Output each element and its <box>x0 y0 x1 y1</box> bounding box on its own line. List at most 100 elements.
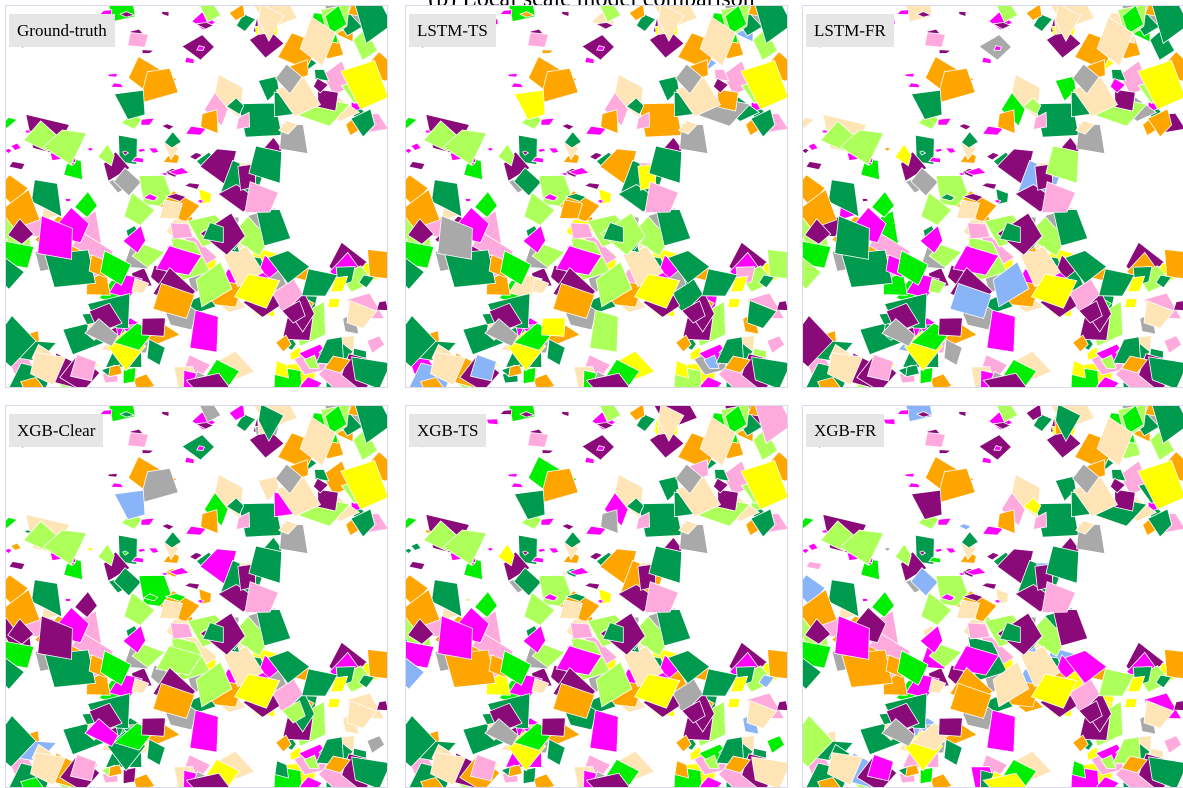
field-parcel <box>367 736 385 754</box>
field-parcel <box>65 598 71 601</box>
field-parcel <box>547 739 565 765</box>
panel-label: XGB-Clear <box>9 414 103 447</box>
field-parcel <box>111 83 123 88</box>
field-parcel <box>806 562 822 570</box>
field-parcel <box>777 701 788 711</box>
field-parcel <box>533 774 555 788</box>
field-parcel <box>511 483 523 488</box>
field-parcel <box>1164 736 1182 754</box>
field-parcel <box>142 718 166 736</box>
field-parcel <box>108 473 118 477</box>
field-parcel <box>982 183 997 190</box>
field-parcel <box>939 718 963 736</box>
field-parcel <box>9 162 25 170</box>
field-parcel <box>562 11 569 16</box>
field-parcel <box>528 33 549 48</box>
field-parcel <box>406 548 412 553</box>
field-parcel <box>939 50 951 54</box>
field-parcel <box>148 548 159 554</box>
field-parcel <box>147 339 165 365</box>
field-parcel <box>488 548 494 552</box>
field-parcel <box>938 518 952 525</box>
field-parcel <box>895 144 911 166</box>
field-parcel <box>1165 650 1183 681</box>
map-panel: LSTM-TS <box>405 5 788 388</box>
field-parcel <box>114 490 145 519</box>
field-parcel <box>562 524 575 530</box>
field-parcel <box>368 650 389 681</box>
field-parcel <box>803 548 809 553</box>
field-parcel <box>133 774 155 788</box>
field-parcel <box>1072 761 1086 778</box>
field-parcel <box>767 736 785 754</box>
field-parcel <box>6 148 12 153</box>
panel-label: XGB-TS <box>409 414 486 447</box>
field-parcel <box>728 699 741 708</box>
field-parcel <box>9 562 25 570</box>
classification-map <box>406 6 788 388</box>
panel-label: LSTM-FR <box>806 14 894 47</box>
field-parcel <box>406 118 417 129</box>
field-parcel <box>411 143 421 150</box>
field-parcel <box>137 548 146 552</box>
field-parcel <box>533 374 555 388</box>
field-parcel <box>185 57 194 64</box>
field-parcel <box>541 518 555 525</box>
field-parcel <box>803 148 809 153</box>
field-parcel <box>141 518 155 525</box>
field-parcel <box>514 490 545 519</box>
field-parcel <box>377 301 388 311</box>
field-parcel <box>934 148 943 152</box>
field-parcel <box>498 144 514 166</box>
field-parcel <box>11 543 21 550</box>
field-parcel <box>108 73 118 77</box>
field-parcel <box>377 701 388 711</box>
field-parcel <box>406 518 417 529</box>
classification-map <box>6 406 388 788</box>
field-parcel <box>562 411 569 416</box>
field-parcel <box>906 365 920 377</box>
field-parcel <box>142 450 154 454</box>
field-parcel <box>508 73 518 77</box>
field-parcel <box>1174 701 1183 711</box>
field-parcel <box>547 339 565 365</box>
field-parcel <box>908 83 920 88</box>
field-parcel <box>148 148 159 154</box>
field-parcel <box>562 124 575 130</box>
field-parcel <box>1165 250 1183 281</box>
field-parcel <box>114 90 145 119</box>
map-panel: XGB-FR <box>802 405 1183 788</box>
field-parcel <box>500 410 512 415</box>
field-parcel <box>537 548 546 552</box>
panel-label: Ground-truth <box>9 14 115 47</box>
field-parcel <box>945 148 956 154</box>
page: {"title": "(b) Local scale model compari… <box>0 0 1183 784</box>
field-parcel <box>906 765 920 777</box>
field-parcel <box>542 450 554 454</box>
field-parcel <box>6 518 17 529</box>
field-parcel <box>959 524 972 530</box>
field-parcel <box>934 548 943 552</box>
field-parcel <box>885 148 891 152</box>
field-parcel <box>498 544 514 566</box>
field-parcel <box>806 162 822 170</box>
field-parcel <box>406 148 412 153</box>
field-parcel <box>908 483 920 488</box>
field-parcel <box>542 318 566 336</box>
field-parcel <box>585 583 600 590</box>
field-parcel <box>585 457 594 464</box>
field-parcel <box>409 162 425 170</box>
field-parcel <box>162 124 175 130</box>
field-parcel <box>982 583 997 590</box>
field-parcel <box>275 361 289 378</box>
field-parcel <box>486 419 498 425</box>
field-parcel <box>162 411 169 416</box>
field-parcel <box>905 473 915 477</box>
classification-map <box>6 6 388 388</box>
field-parcel <box>88 548 94 552</box>
field-parcel <box>1164 336 1182 354</box>
field-parcel <box>803 118 814 129</box>
field-parcel <box>185 183 200 190</box>
field-parcel <box>982 57 991 64</box>
field-parcel <box>808 143 818 150</box>
